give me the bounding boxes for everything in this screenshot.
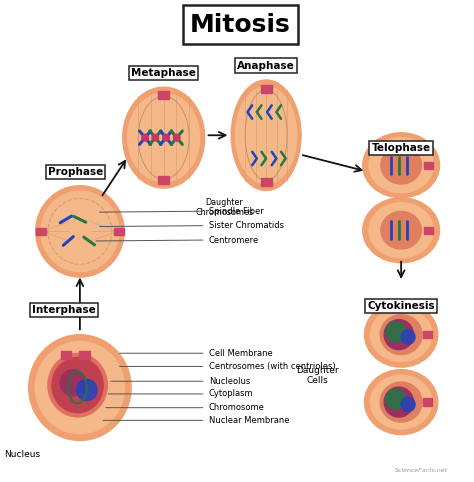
Circle shape	[401, 330, 415, 344]
Ellipse shape	[128, 93, 200, 182]
FancyBboxPatch shape	[36, 228, 46, 235]
Circle shape	[77, 379, 97, 401]
Text: Mitosis: Mitosis	[190, 13, 291, 37]
Circle shape	[386, 389, 405, 409]
Ellipse shape	[380, 315, 422, 355]
FancyBboxPatch shape	[158, 91, 169, 99]
FancyBboxPatch shape	[80, 351, 90, 359]
FancyBboxPatch shape	[261, 177, 272, 186]
Ellipse shape	[369, 138, 433, 193]
Text: Nucleus: Nucleus	[4, 450, 40, 459]
Ellipse shape	[381, 212, 421, 249]
FancyBboxPatch shape	[158, 176, 169, 184]
Ellipse shape	[384, 387, 413, 417]
FancyBboxPatch shape	[424, 161, 433, 169]
Ellipse shape	[370, 375, 432, 429]
Ellipse shape	[231, 80, 301, 190]
Text: Centromere: Centromere	[209, 236, 259, 244]
Text: Telophase: Telophase	[372, 143, 431, 153]
Circle shape	[386, 321, 405, 342]
Text: Sister Chromatids: Sister Chromatids	[209, 221, 284, 230]
Text: Cell Membrane: Cell Membrane	[209, 348, 273, 358]
Ellipse shape	[236, 87, 297, 184]
Ellipse shape	[36, 342, 125, 434]
Text: Chromosome: Chromosome	[209, 403, 265, 412]
Text: Nuclear Membrane: Nuclear Membrane	[209, 416, 289, 425]
Text: Prophase: Prophase	[47, 167, 103, 177]
Text: ScienceFacts.net: ScienceFacts.net	[395, 468, 449, 473]
FancyBboxPatch shape	[423, 331, 432, 338]
Text: Cytokinesis: Cytokinesis	[367, 301, 435, 311]
Text: Metaphase: Metaphase	[131, 68, 196, 78]
Circle shape	[401, 397, 415, 412]
Ellipse shape	[41, 191, 119, 271]
Text: Daughter
Cells: Daughter Cells	[296, 366, 338, 385]
FancyBboxPatch shape	[261, 85, 272, 93]
Ellipse shape	[365, 370, 438, 435]
Ellipse shape	[363, 133, 439, 198]
FancyBboxPatch shape	[424, 227, 433, 234]
Text: Interphase: Interphase	[32, 305, 95, 315]
Ellipse shape	[48, 353, 107, 417]
Ellipse shape	[380, 382, 422, 422]
Ellipse shape	[36, 186, 124, 277]
Circle shape	[152, 134, 159, 141]
Text: Anaphase: Anaphase	[237, 61, 295, 70]
Text: Centrosomes (with centrioles): Centrosomes (with centrioles)	[209, 362, 336, 371]
Ellipse shape	[384, 320, 413, 349]
Text: Cytoplasm: Cytoplasm	[209, 389, 254, 399]
Ellipse shape	[29, 335, 131, 441]
Circle shape	[163, 134, 169, 141]
Ellipse shape	[123, 87, 205, 188]
Ellipse shape	[370, 308, 432, 362]
Text: Nucleolus: Nucleolus	[209, 377, 250, 386]
Circle shape	[142, 134, 148, 141]
Text: Daughter
Chromosomes: Daughter Chromosomes	[195, 198, 253, 217]
FancyBboxPatch shape	[423, 399, 432, 406]
Circle shape	[60, 370, 86, 396]
Ellipse shape	[369, 203, 433, 258]
FancyBboxPatch shape	[114, 228, 124, 235]
Text: Spindle Fiber: Spindle Fiber	[209, 207, 264, 216]
Ellipse shape	[363, 198, 439, 263]
Circle shape	[173, 134, 180, 141]
Ellipse shape	[52, 358, 103, 413]
Ellipse shape	[381, 147, 421, 184]
Ellipse shape	[365, 302, 438, 367]
FancyBboxPatch shape	[61, 351, 71, 359]
